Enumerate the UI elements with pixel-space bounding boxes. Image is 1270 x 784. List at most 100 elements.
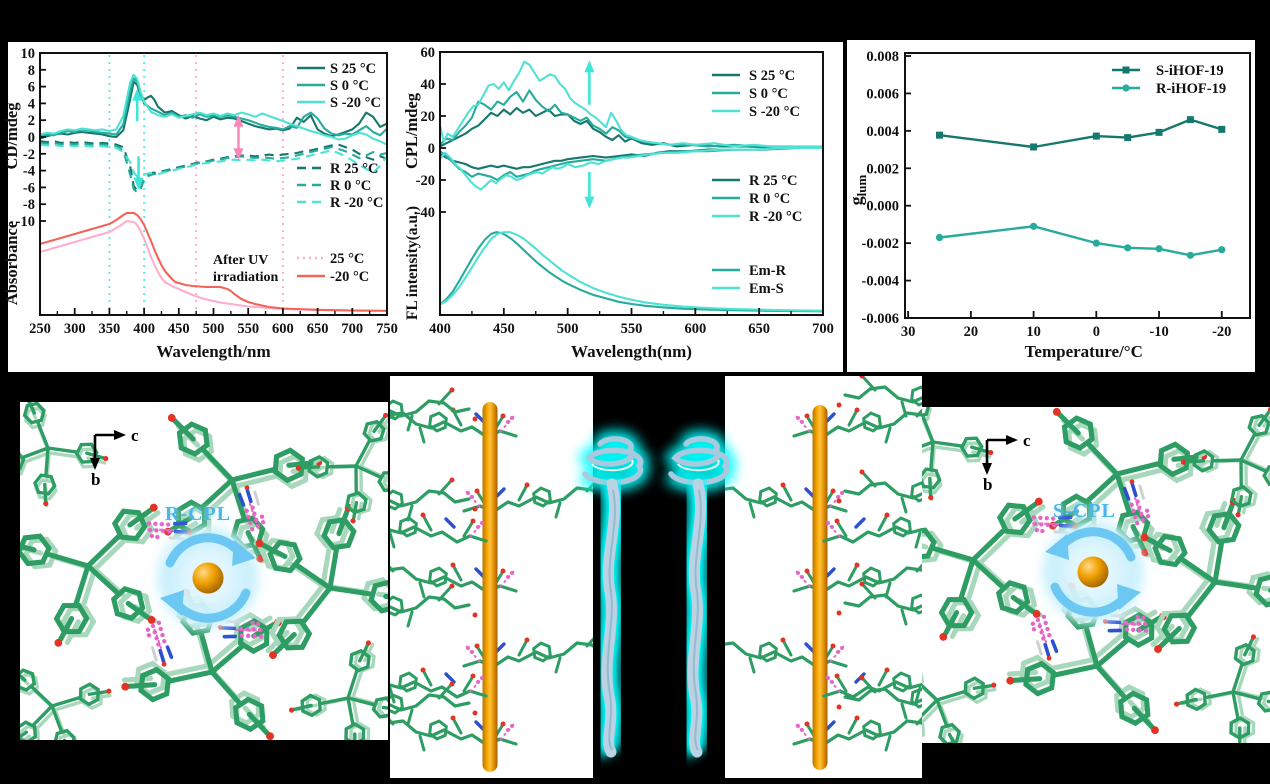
molecule-chain bbox=[390, 387, 478, 432]
tpe-unit bbox=[1138, 497, 1270, 653]
x-tick-label: 550 bbox=[237, 321, 259, 337]
y-tick-label: 10 bbox=[21, 46, 36, 62]
annotation-arrow bbox=[233, 114, 244, 161]
data-point bbox=[1030, 143, 1038, 151]
x-tick-label: 20 bbox=[964, 324, 979, 340]
y-tick-label: -40 bbox=[416, 205, 435, 221]
x-axis-title: Wavelength(nm) bbox=[571, 342, 692, 361]
legend-label: R -20 °C bbox=[330, 195, 383, 211]
r-cpl-label: R-CPL bbox=[165, 503, 232, 525]
x-tick-label: 250 bbox=[29, 321, 51, 337]
x-tick-label: 700 bbox=[812, 321, 834, 337]
helix-axis-rod bbox=[812, 405, 828, 770]
y-tick-label: -0.004 bbox=[862, 274, 899, 290]
y-tick-label: -0.002 bbox=[862, 236, 899, 252]
legend-label: S -20 °C bbox=[749, 104, 800, 120]
x-tick-label: 500 bbox=[557, 321, 579, 337]
hbond-cluster bbox=[1031, 515, 1078, 535]
axis-letter-b: b bbox=[983, 475, 992, 494]
data-point bbox=[1155, 128, 1163, 136]
series--20-°C bbox=[39, 211, 388, 312]
x-tick-label: 10 bbox=[1026, 324, 1041, 340]
y-axis-title-cd: CD/mdeg bbox=[2, 102, 21, 170]
tpe-unit bbox=[295, 412, 388, 524]
data-point bbox=[1218, 125, 1226, 133]
series-S-25-°C bbox=[39, 80, 388, 140]
x-tick-label: 600 bbox=[684, 321, 706, 337]
data-point bbox=[1029, 222, 1038, 230]
after-uv-line2: irradiation bbox=[213, 270, 279, 285]
hbond-cluster bbox=[145, 620, 174, 667]
x-tick-label: 300 bbox=[64, 321, 86, 337]
legend-label: R 0 °C bbox=[749, 191, 790, 207]
molecule-chain bbox=[836, 376, 922, 418]
y-tick-label: 0.008 bbox=[866, 49, 899, 65]
data-point bbox=[1092, 132, 1100, 140]
x-tick-label: 450 bbox=[168, 321, 190, 337]
series-S-0-°C bbox=[39, 77, 388, 138]
axis-indicator: cb bbox=[982, 431, 1031, 494]
rotation-arrows bbox=[1043, 522, 1143, 622]
molecule-chain bbox=[390, 681, 478, 726]
edge-molecule bbox=[836, 675, 922, 720]
y-tick-label: -2 bbox=[23, 147, 35, 163]
annotation-arrow bbox=[584, 60, 595, 105]
tpe-unit bbox=[922, 497, 1046, 641]
legend-label: R 0 °C bbox=[330, 178, 371, 194]
legend-label: S 25 °C bbox=[330, 61, 376, 77]
y-tick-label: 0.004 bbox=[866, 124, 899, 140]
molecule-chain bbox=[836, 581, 922, 626]
x-tick-label: 400 bbox=[133, 321, 155, 337]
legend-label: R 25 °C bbox=[330, 161, 379, 177]
y-tick-label: 8 bbox=[28, 63, 35, 79]
legend-label: S 25 °C bbox=[749, 68, 795, 84]
tpe-unit bbox=[288, 640, 388, 740]
y-tick-label: 40 bbox=[421, 77, 436, 93]
y-tick-label: 4 bbox=[28, 96, 35, 112]
x-tick-label: 650 bbox=[748, 321, 770, 337]
molecule-chain bbox=[836, 469, 922, 514]
y-tick-label: 2 bbox=[28, 113, 35, 129]
data-point bbox=[1186, 116, 1194, 124]
after-uv-annotation: After UV irradiation bbox=[213, 252, 278, 286]
x-tick-label: 400 bbox=[429, 321, 451, 337]
axis-letter-b: b bbox=[91, 470, 100, 489]
data-point bbox=[1155, 245, 1163, 253]
x-tick-label: 650 bbox=[307, 321, 329, 337]
rod-column-left bbox=[390, 402, 593, 772]
axis-indicator: cb bbox=[90, 426, 139, 489]
hbond-cluster bbox=[237, 485, 266, 532]
legend-label: R -20 °C bbox=[749, 209, 802, 225]
y-tick-label: 20 bbox=[421, 109, 436, 125]
annotation-arrow bbox=[132, 88, 143, 122]
series-R--20-°C bbox=[39, 143, 388, 178]
legend-label: S -20 °C bbox=[330, 95, 381, 111]
y-tick-label: 0 bbox=[28, 130, 35, 146]
data-point bbox=[1124, 244, 1132, 252]
series-Em-S bbox=[439, 231, 824, 312]
molecule-chain bbox=[822, 667, 922, 704]
rod-column-right bbox=[725, 405, 922, 770]
y-axis-title-glum: glum bbox=[846, 174, 869, 205]
data-point bbox=[1218, 246, 1226, 254]
hbond-cluster bbox=[146, 521, 193, 541]
x-tick-label: 30 bbox=[901, 324, 916, 340]
x-tick-label: 0 bbox=[1093, 324, 1100, 340]
tpe-unit bbox=[1180, 407, 1270, 518]
legend-label: S 0 °C bbox=[749, 86, 788, 102]
data-point bbox=[1124, 134, 1132, 142]
legend-label: R 25 °C bbox=[749, 173, 798, 189]
tpe-unit bbox=[922, 407, 994, 502]
panel-1 bbox=[847, 40, 1255, 372]
guest-sphere bbox=[1077, 556, 1109, 588]
x-tick-label: 450 bbox=[493, 321, 515, 337]
edge-molecule bbox=[836, 581, 922, 626]
annotation-arrow bbox=[133, 156, 144, 190]
y-tick-label: -0.006 bbox=[862, 311, 899, 327]
y-tick-label: 60 bbox=[421, 45, 436, 61]
edge-molecule bbox=[390, 681, 478, 726]
y-tick-label: 0.002 bbox=[866, 161, 899, 177]
x-tick-label: 550 bbox=[621, 321, 643, 337]
legend-label: S 0 °C bbox=[330, 78, 369, 94]
